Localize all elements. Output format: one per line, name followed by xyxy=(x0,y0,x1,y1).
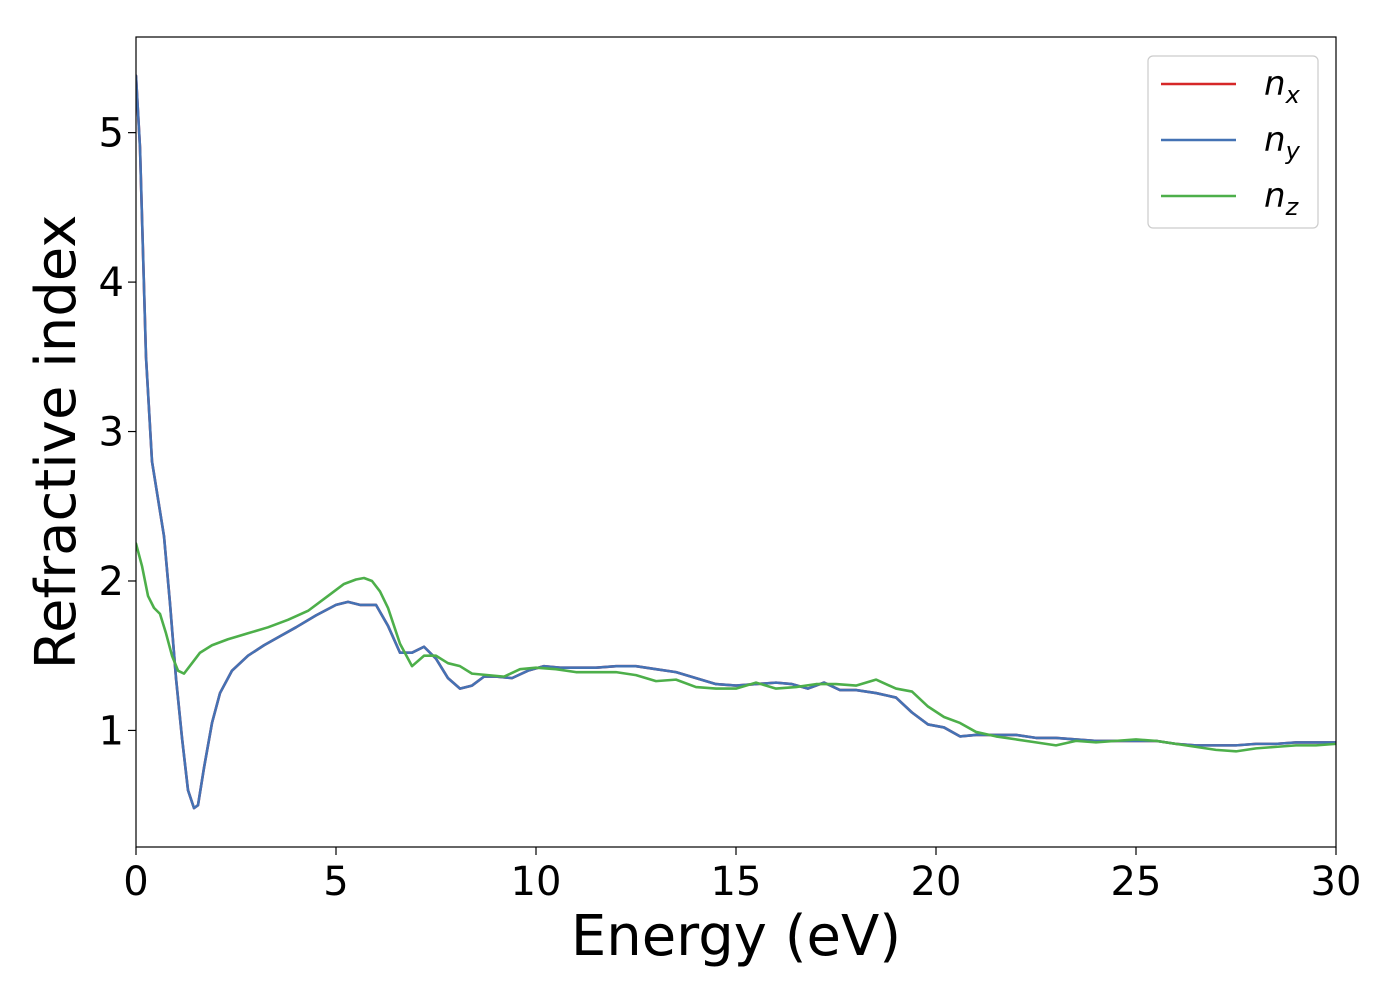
x-tick-label: 20 xyxy=(911,859,962,905)
y-tick-label: 1 xyxy=(99,708,124,754)
legend-box xyxy=(1147,55,1319,229)
x-axis-title: Energy (eV) xyxy=(571,904,901,969)
y-axis-title: Refractive index xyxy=(24,215,89,670)
legend-label-x: nx xyxy=(1264,64,1301,109)
y-tick-label: 3 xyxy=(99,410,124,456)
x-tick-label: 5 xyxy=(323,859,348,905)
y-tick-label: 4 xyxy=(99,260,124,306)
x-tick-label: 0 xyxy=(123,859,148,905)
legend-label-z: nz xyxy=(1264,176,1300,221)
legend-label-y: ny xyxy=(1264,120,1301,165)
series-layer xyxy=(136,74,1336,810)
x-tick-label: 25 xyxy=(1111,859,1162,905)
x-tick-label: 10 xyxy=(511,859,562,905)
series-line-z xyxy=(136,542,1336,753)
legend: nx ny nz xyxy=(1147,55,1319,229)
x-tick-label: 30 xyxy=(1311,859,1362,905)
y-tick-label: 5 xyxy=(99,111,124,157)
y-axis-ticks: 1 2 3 4 5 xyxy=(99,111,136,754)
x-axis-ticks: 0 5 10 15 20 25 30 xyxy=(123,847,1361,905)
y-tick-label: 2 xyxy=(99,559,124,605)
series-line-y xyxy=(136,74,1336,810)
x-tick-label: 15 xyxy=(711,859,762,905)
